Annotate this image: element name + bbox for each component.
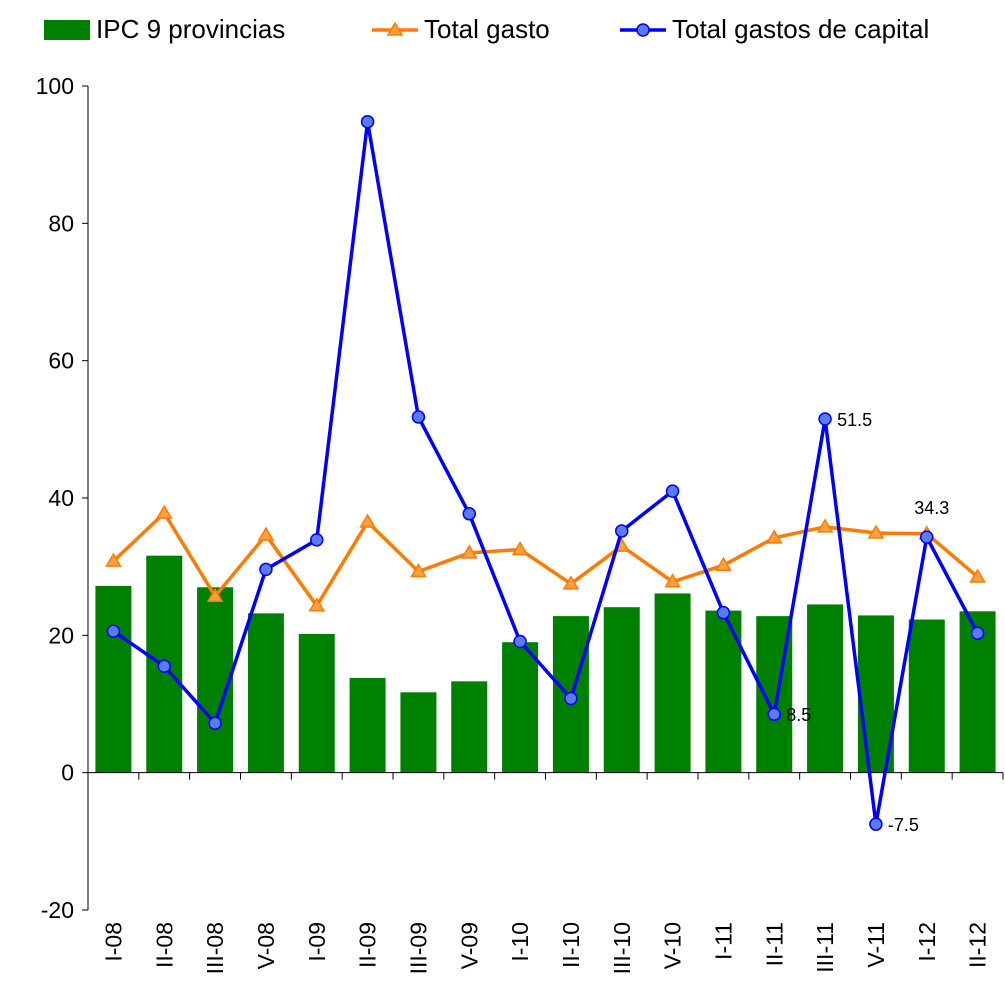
series-marker — [410, 562, 427, 578]
legend-label: Total gastos de capital — [672, 14, 929, 44]
data-label: 34.3 — [914, 498, 949, 518]
legend-marker — [386, 21, 404, 36]
legend-swatch — [44, 20, 90, 40]
y-tick-label: 40 — [48, 485, 74, 511]
series-marker — [969, 568, 986, 583]
bar — [349, 677, 386, 773]
series-marker — [767, 707, 781, 722]
bar — [247, 613, 284, 773]
series-marker — [257, 526, 275, 541]
y-tick-label: -20 — [41, 897, 74, 923]
series-marker — [157, 659, 171, 673]
series-line — [112, 119, 980, 826]
data-label: -7.5 — [888, 815, 919, 835]
series-marker — [867, 524, 885, 539]
bar — [502, 642, 539, 773]
bar — [400, 692, 437, 773]
series-line — [112, 511, 979, 608]
x-tick-label: II-11 — [761, 922, 787, 966]
series-marker — [155, 504, 173, 519]
series-marker — [716, 605, 731, 620]
bar — [603, 607, 640, 773]
series-marker — [765, 529, 783, 544]
series-marker — [106, 624, 121, 638]
series-marker — [970, 626, 985, 641]
y-tick-label: 100 — [36, 73, 74, 99]
x-tick-label: II-12 — [965, 922, 991, 968]
y-tick-label: 20 — [48, 622, 74, 648]
x-tick-label: III-09 — [405, 922, 431, 974]
x-tick-label: II-10 — [558, 922, 584, 968]
series-marker — [615, 524, 629, 538]
series-marker — [411, 410, 426, 424]
series-marker — [513, 634, 527, 649]
series-marker — [460, 544, 478, 559]
series-marker — [462, 507, 476, 521]
series-marker — [310, 533, 324, 547]
series-marker — [564, 691, 578, 706]
x-tick-label: I-10 — [507, 922, 533, 962]
data-label: 8.5 — [786, 705, 811, 725]
series-marker — [920, 530, 934, 544]
x-tick-label: V-11 — [863, 922, 889, 968]
x-tick-label: II-09 — [355, 922, 381, 968]
series-marker — [816, 518, 834, 533]
legend-marker — [636, 23, 650, 37]
series-marker — [562, 575, 580, 590]
series-marker — [664, 573, 681, 588]
legend-label: Total gasto — [424, 14, 550, 44]
series-marker — [665, 484, 680, 498]
series-marker — [511, 541, 529, 556]
bar — [807, 604, 844, 773]
x-tick-label: I-09 — [304, 922, 330, 962]
x-tick-label: I-12 — [914, 922, 940, 962]
series-marker — [206, 587, 224, 602]
series-marker — [308, 597, 326, 612]
bar — [197, 587, 234, 773]
bar — [451, 681, 488, 773]
bar — [908, 619, 945, 773]
legend-label: IPC 9 provincias — [96, 14, 285, 44]
y-tick-label: 0 — [61, 760, 74, 786]
bar — [298, 633, 335, 773]
data-label: 51.5 — [837, 410, 872, 430]
x-tick-label: II-08 — [151, 922, 177, 968]
series-marker — [869, 817, 883, 831]
x-tick-label: V-09 — [456, 922, 482, 969]
series-marker — [360, 114, 375, 129]
x-tick-label: III-10 — [609, 922, 635, 974]
series-marker — [359, 513, 376, 528]
series-marker — [818, 412, 832, 426]
x-tick-label: V-10 — [660, 922, 686, 969]
x-tick-label: V-08 — [253, 922, 279, 969]
y-tick-label: 80 — [48, 210, 74, 236]
x-tick-label: III-11 — [812, 922, 838, 973]
series-marker — [715, 556, 732, 572]
x-tick-label: I-11 — [710, 922, 736, 960]
series-marker — [208, 716, 222, 730]
bar — [654, 593, 691, 773]
x-tick-label: III-08 — [202, 922, 228, 974]
series-marker — [259, 562, 273, 577]
x-tick-label: I-08 — [100, 922, 126, 962]
bar — [95, 585, 132, 773]
series-marker — [105, 552, 122, 567]
y-tick-label: 60 — [48, 348, 74, 374]
